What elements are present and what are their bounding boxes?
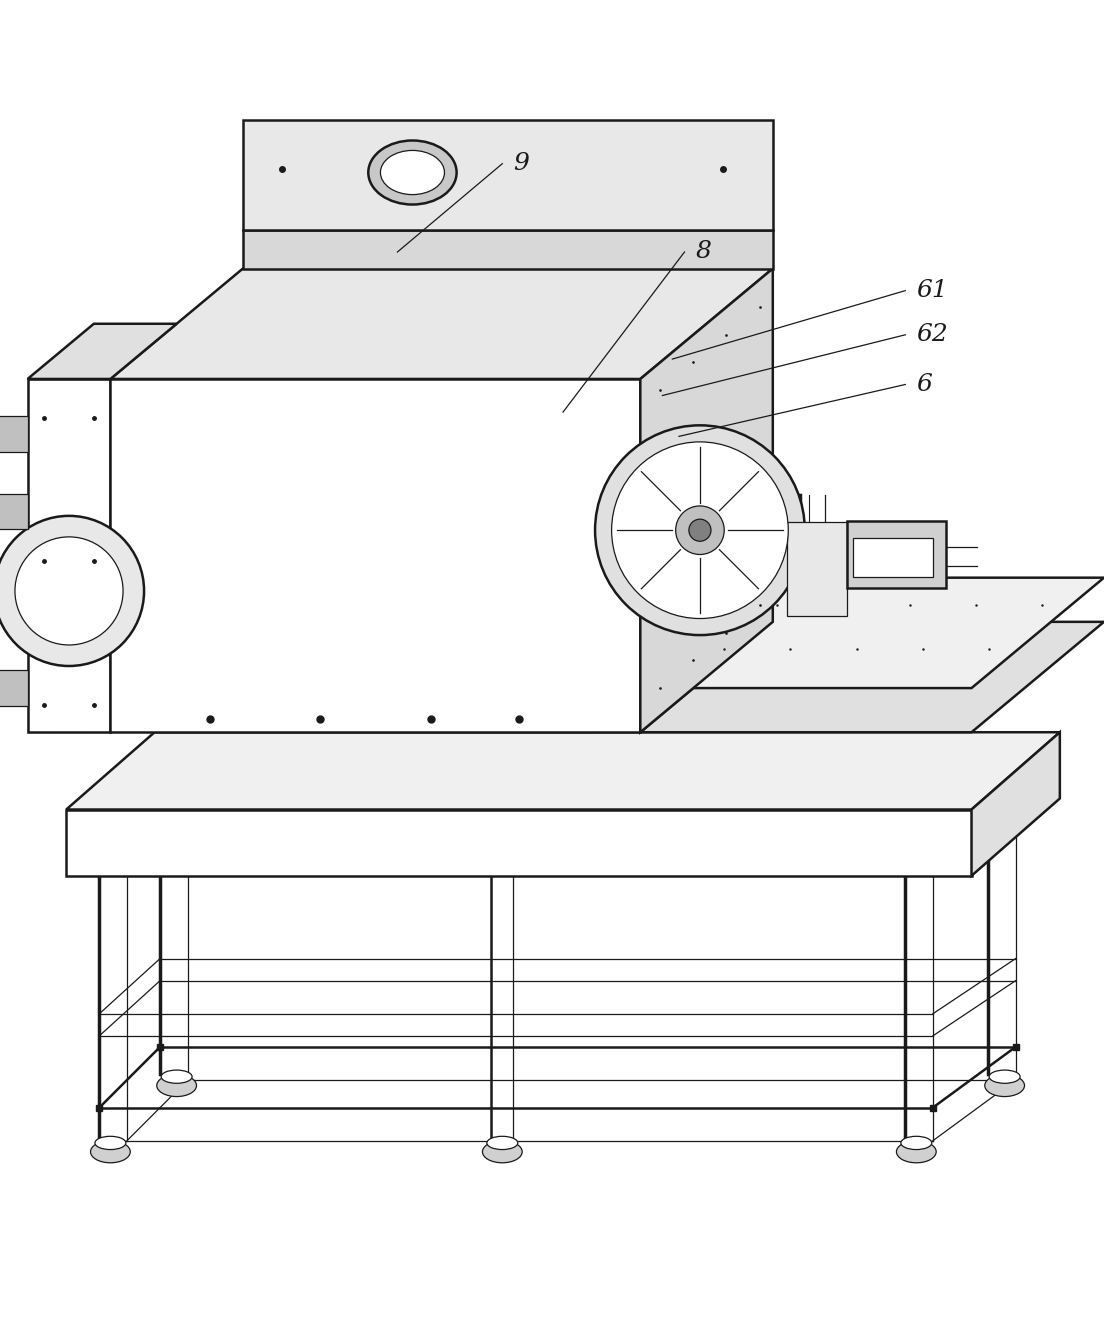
Circle shape — [689, 519, 711, 541]
Ellipse shape — [985, 1075, 1025, 1096]
Polygon shape — [110, 269, 773, 380]
Circle shape — [676, 506, 724, 554]
Bar — [0, 670, 28, 706]
Circle shape — [595, 425, 805, 635]
Bar — [847, 521, 946, 587]
Bar — [0, 417, 28, 452]
Polygon shape — [110, 380, 640, 733]
Ellipse shape — [896, 1140, 936, 1163]
Polygon shape — [66, 810, 972, 875]
Ellipse shape — [157, 1075, 197, 1096]
Ellipse shape — [91, 1140, 130, 1163]
Polygon shape — [243, 120, 773, 230]
Ellipse shape — [161, 1070, 192, 1083]
Ellipse shape — [369, 140, 457, 205]
Polygon shape — [28, 324, 177, 380]
Ellipse shape — [95, 1136, 126, 1150]
Polygon shape — [66, 733, 1060, 810]
Polygon shape — [640, 622, 1104, 733]
Text: 9: 9 — [513, 152, 529, 176]
Polygon shape — [640, 578, 1104, 689]
Polygon shape — [640, 269, 773, 733]
Ellipse shape — [381, 151, 445, 194]
Ellipse shape — [901, 1136, 932, 1150]
Ellipse shape — [989, 1070, 1020, 1083]
Polygon shape — [972, 733, 1060, 875]
Circle shape — [15, 537, 123, 645]
Text: 61: 61 — [916, 280, 948, 302]
Polygon shape — [787, 522, 847, 617]
Polygon shape — [28, 380, 110, 733]
Text: 62: 62 — [916, 324, 948, 346]
Bar — [0, 494, 28, 529]
Ellipse shape — [487, 1136, 518, 1150]
Ellipse shape — [482, 1140, 522, 1163]
Bar — [853, 538, 933, 577]
Polygon shape — [243, 230, 773, 269]
Circle shape — [612, 442, 788, 618]
Text: 6: 6 — [916, 373, 932, 396]
Circle shape — [0, 515, 144, 666]
Text: 8: 8 — [696, 241, 711, 264]
